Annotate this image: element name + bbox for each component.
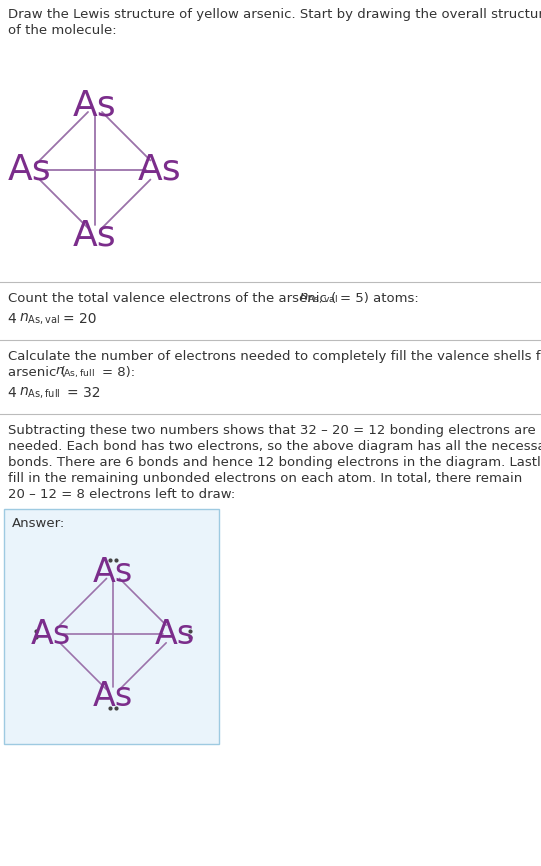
Text: Draw the Lewis structure of yellow arsenic. Start by drawing the overall structu: Draw the Lewis structure of yellow arsen… (8, 8, 541, 21)
Text: 4: 4 (8, 312, 21, 326)
Text: = 5) atoms:: = 5) atoms: (340, 292, 419, 305)
Text: As: As (93, 680, 133, 713)
Text: needed. Each bond has two electrons, so the above diagram has all the necessary: needed. Each bond has two electrons, so … (8, 440, 541, 453)
Text: Calculate the number of electrons needed to completely fill the valence shells f: Calculate the number of electrons needed… (8, 350, 541, 363)
Text: $n_{\mathrm{As,full}}$: $n_{\mathrm{As,full}}$ (55, 366, 95, 380)
Text: Count the total valence electrons of the arsenic (: Count the total valence electrons of the… (8, 292, 337, 305)
Text: $n_{\mathrm{As,full}}$: $n_{\mathrm{As,full}}$ (19, 386, 61, 401)
Text: As: As (93, 555, 133, 589)
Text: of the molecule:: of the molecule: (8, 24, 117, 37)
Text: As: As (155, 617, 195, 650)
FancyBboxPatch shape (4, 509, 219, 744)
Text: $n_{\mathrm{As,val}}$: $n_{\mathrm{As,val}}$ (299, 292, 338, 307)
Text: As: As (31, 617, 71, 650)
Text: As: As (138, 153, 182, 187)
Text: arsenic (: arsenic ( (8, 366, 66, 379)
Text: = 32: = 32 (67, 386, 101, 400)
Text: $n_{\mathrm{As,val}}$: $n_{\mathrm{As,val}}$ (19, 312, 60, 327)
Text: Answer:: Answer: (12, 517, 65, 530)
Text: As: As (8, 153, 52, 187)
Text: As: As (73, 218, 117, 252)
Text: = 20: = 20 (63, 312, 96, 326)
Text: As: As (73, 88, 117, 122)
Text: fill in the remaining unbonded electrons on each atom. In total, there remain: fill in the remaining unbonded electrons… (8, 472, 522, 485)
Text: = 8):: = 8): (102, 366, 135, 379)
Text: 20 – 12 = 8 electrons left to draw:: 20 – 12 = 8 electrons left to draw: (8, 488, 235, 501)
Text: Subtracting these two numbers shows that 32 – 20 = 12 bonding electrons are: Subtracting these two numbers shows that… (8, 424, 536, 437)
Text: bonds. There are 6 bonds and hence 12 bonding electrons in the diagram. Lastly,: bonds. There are 6 bonds and hence 12 bo… (8, 456, 541, 469)
Text: 4: 4 (8, 386, 21, 400)
